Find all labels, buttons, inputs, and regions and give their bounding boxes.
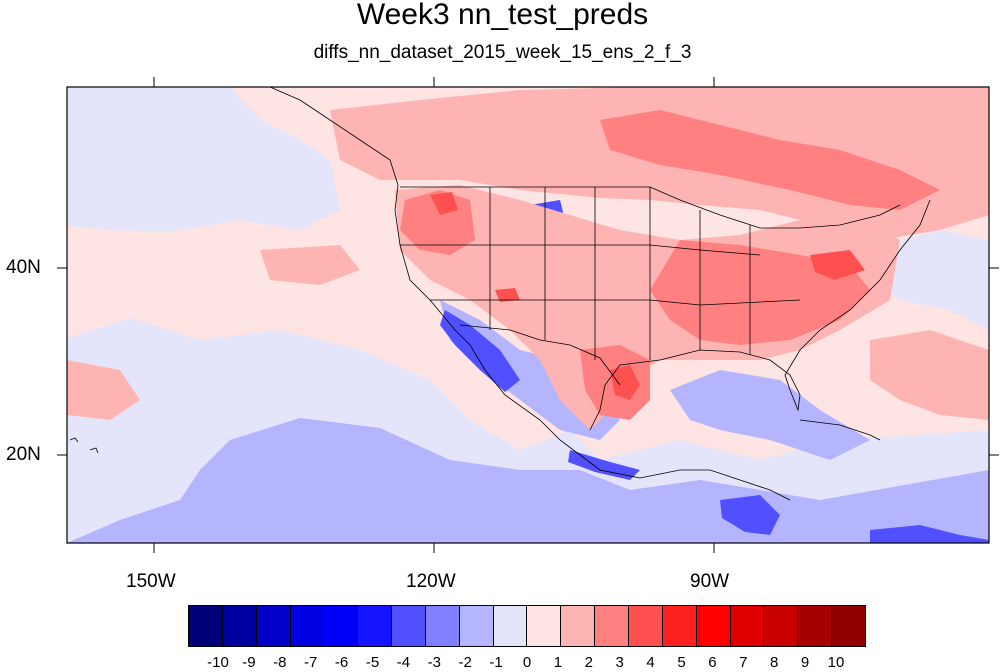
lon-tick-label-90w: 90W xyxy=(690,571,730,592)
contour-red-northwest xyxy=(430,192,458,215)
legend-tick-label: 9 xyxy=(800,654,810,671)
contour-red-texas xyxy=(610,365,640,400)
legend-tick-label: -4 xyxy=(396,654,411,671)
legend-tick-label: 2 xyxy=(584,654,593,671)
legend-color-box xyxy=(493,606,528,646)
legend-color-box xyxy=(256,606,291,646)
legend-color-box xyxy=(459,606,494,646)
gulf-coastline xyxy=(589,199,931,431)
legend-color-box xyxy=(764,606,799,646)
legend-color-box xyxy=(561,606,596,646)
contour-light-blue-pacific-north xyxy=(67,87,340,232)
legend-tick-label: 7 xyxy=(739,654,748,671)
legend-color-box xyxy=(189,606,223,646)
legend-tick-label: 0 xyxy=(522,654,532,671)
legend-color-box xyxy=(392,606,426,646)
color-legend xyxy=(188,605,866,647)
contour-pink-atlantic xyxy=(870,330,989,420)
legend-color-box xyxy=(324,606,359,646)
contour-red-northeast xyxy=(810,250,865,280)
legend-tick-label: 3 xyxy=(615,654,624,671)
lat-tick-label-40n: 40N xyxy=(6,257,41,278)
legend-tick-label: -3 xyxy=(427,654,441,671)
us-mexico-border xyxy=(459,324,621,386)
us-canada-border xyxy=(400,186,901,229)
hawaii-islands xyxy=(69,437,99,454)
legend-color-box xyxy=(628,606,663,646)
legend-color-box xyxy=(730,606,765,646)
legend-tick-label: 6 xyxy=(708,654,717,671)
contour-dark-blue-central-america xyxy=(720,495,780,535)
north-america-coastline xyxy=(269,86,791,501)
contour-dark-blue-baja xyxy=(440,310,520,392)
lon-tick-label-150w: 150W xyxy=(126,571,176,592)
legend-tick-label: -7 xyxy=(304,654,318,671)
state-lines-1 xyxy=(489,187,751,360)
legend-color-box xyxy=(798,606,833,646)
legend-tick-label: -5 xyxy=(365,654,380,671)
legend-color-box xyxy=(527,606,562,646)
legend-tick-label: 8 xyxy=(770,654,779,671)
contour-field xyxy=(67,87,989,543)
legend-tick-label: -9 xyxy=(242,654,256,671)
legend-tick-label: -10 xyxy=(207,654,229,671)
state-lines-2 xyxy=(400,244,801,306)
contour-dark-blue-mexico-south xyxy=(568,450,640,480)
lat-tick-label-20n: 20N xyxy=(6,444,41,465)
cuba-coastline xyxy=(799,419,881,441)
contour-dark-blue-corner xyxy=(870,525,989,543)
map-frame xyxy=(57,77,999,553)
map-subtitle: diffs_nn_dataset_2015_week_15_ens_2_f_3 xyxy=(313,42,692,63)
legend-tick-label: -8 xyxy=(273,654,287,671)
legend-color-box xyxy=(425,606,460,646)
contour-blue-gulf xyxy=(670,370,870,460)
legend-tick-label: 1 xyxy=(553,654,563,671)
lon-tick-label-120w: 120W xyxy=(406,571,456,592)
coastlines xyxy=(69,86,931,501)
legend-tick-label: 4 xyxy=(646,654,655,671)
legend-tick-label: -1 xyxy=(489,654,503,671)
contour-pink-us xyxy=(395,185,900,430)
legend-color-box xyxy=(595,606,629,646)
legend-color-box xyxy=(222,606,257,646)
legend-color-box xyxy=(290,606,325,646)
legend-color-box xyxy=(662,606,697,646)
legend-tick-label: 10 xyxy=(827,654,845,671)
legend-tick-label: 5 xyxy=(677,654,686,671)
contour-pink-pacific-west xyxy=(67,360,140,420)
contour-salmon-canada xyxy=(600,110,940,210)
legend-color-box xyxy=(358,606,393,646)
map-title: Week3 nn_test_preds xyxy=(356,0,649,31)
contour-red-southwest xyxy=(495,288,520,302)
legend-color-box xyxy=(696,606,731,646)
legend-tick-label: -6 xyxy=(334,654,349,671)
contour-pink-pacific-mid xyxy=(260,245,360,285)
legend-color-box xyxy=(832,606,865,646)
legend-tick-label: -2 xyxy=(458,654,472,671)
